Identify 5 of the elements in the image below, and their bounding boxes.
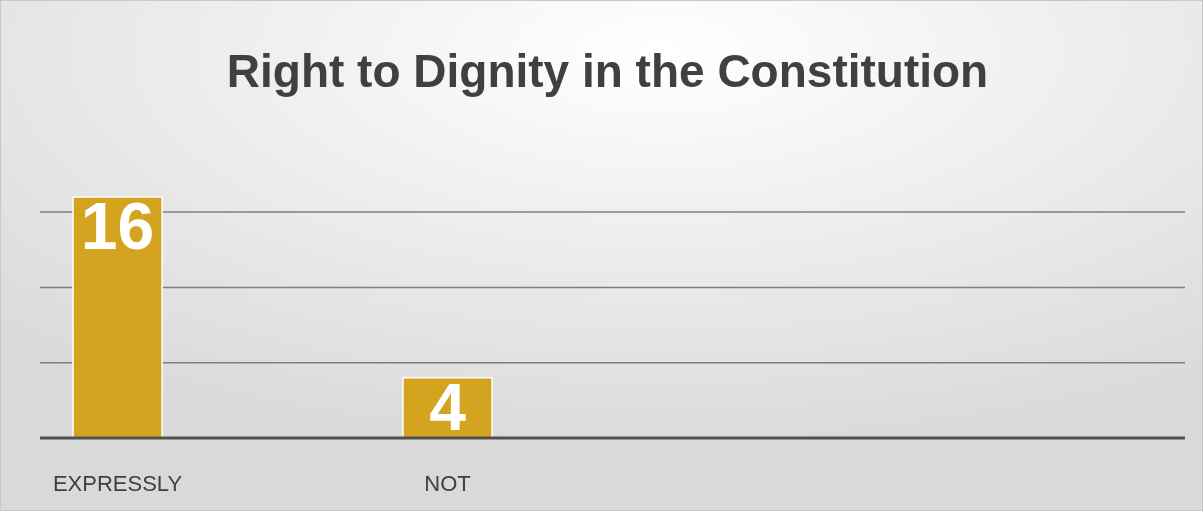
data-label: 16	[80, 189, 155, 263]
chart-title: Right to Dignity in the Constitution	[226, 45, 989, 97]
data-label: 4	[429, 369, 467, 444]
x-tick-label: NOT	[424, 471, 471, 496]
x-tick-label: EXPRESSLY	[52, 471, 183, 496]
